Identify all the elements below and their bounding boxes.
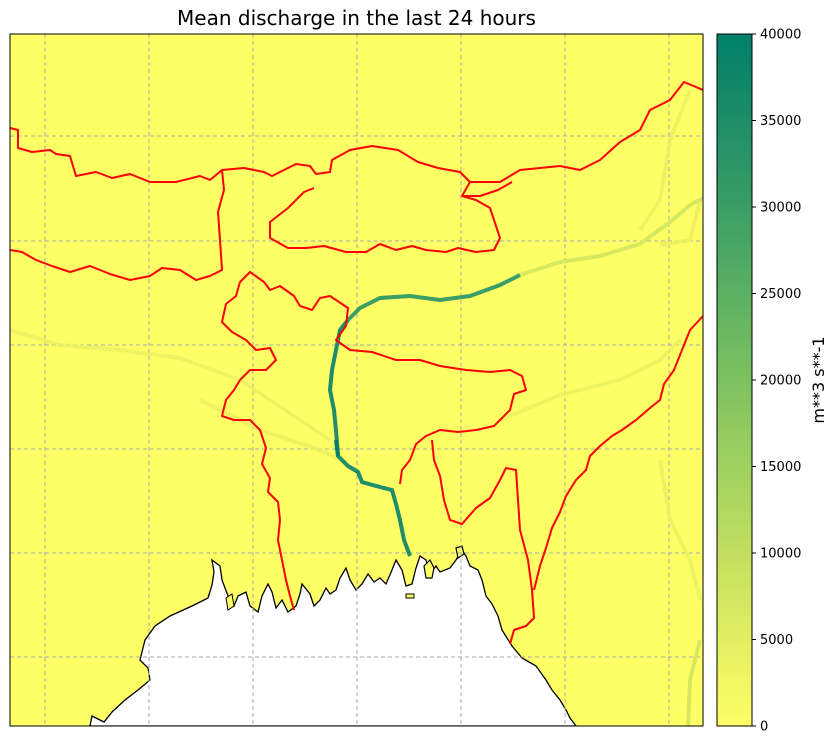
border-nepal-india	[10, 127, 501, 253]
border-nepal-south	[10, 169, 225, 281]
colorbar-tick-label: 40000	[760, 28, 801, 43]
border-bangladesh-west	[239, 271, 527, 485]
minor-rivers	[10, 89, 702, 601]
delta-island	[455, 545, 465, 559]
border-assam	[462, 181, 513, 197]
delta-island	[423, 558, 435, 579]
colorbar: 0 5000 10000 15000 20000 25000 30000 35000 40000…	[716, 28, 828, 735]
major-river	[327, 273, 521, 557]
minor-rivers-medium	[519, 196, 703, 726]
colorbar-tick-label: 35000	[760, 114, 801, 129]
delta-island	[405, 593, 415, 599]
colorbar-tick-label: 15000	[760, 460, 801, 475]
colorbar-tick-label: 25000	[760, 287, 801, 302]
colorbar-tick-label: 0	[760, 720, 768, 735]
border-myanmar	[533, 315, 703, 591]
border-bhutan	[470, 81, 703, 183]
colorbar-label: m**3 s**-1	[809, 336, 828, 423]
colorbar-tick-label: 10000	[760, 547, 801, 562]
map-title: Mean discharge in the last 24 hours	[177, 6, 536, 30]
country-borders	[10, 81, 703, 645]
map-area	[10, 34, 703, 726]
colorbar-ticks: 0 5000 10000 15000 20000 25000 30000 35000 40000	[752, 28, 801, 735]
border-bangladesh-inner	[221, 281, 295, 611]
colorbar-tick-label: 5000	[760, 633, 793, 648]
colorbar-tick-label: 30000	[760, 201, 801, 216]
map-frame	[9, 33, 704, 727]
colorbar-bar	[716, 33, 753, 727]
delta-island	[225, 593, 235, 611]
border-bangladesh-east	[431, 439, 535, 645]
bay-of-bengal	[89, 548, 577, 726]
colorbar-tick-label: 20000	[760, 374, 801, 389]
